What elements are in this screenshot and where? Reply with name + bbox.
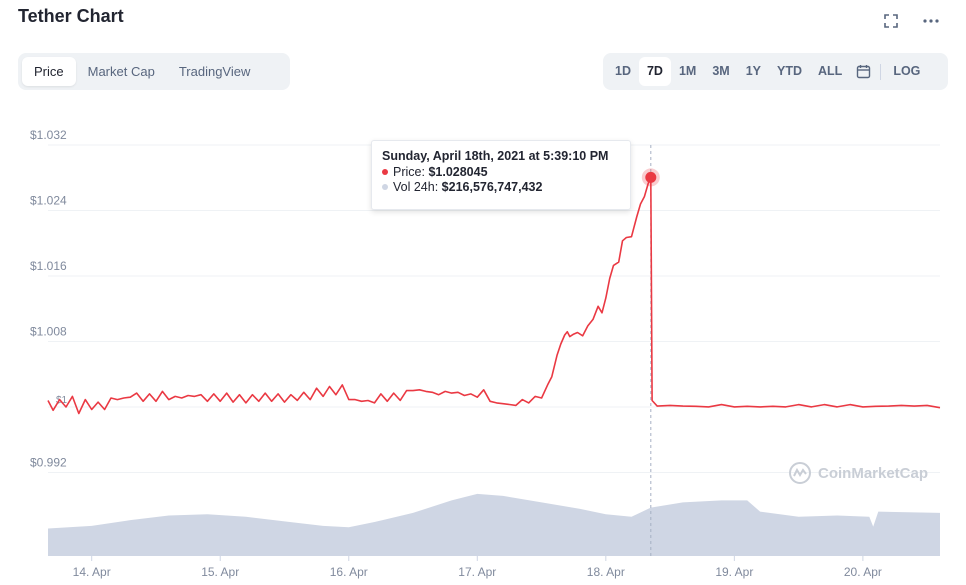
x-tick-label: 14. Apr — [73, 565, 111, 579]
x-tick-label: 19. Apr — [715, 565, 753, 579]
x-tick-label: 15. Apr — [201, 565, 239, 579]
tooltip-date: Sunday, April 18th, 2021 at 5:39:10 PM — [382, 149, 609, 163]
y-tick-label: $1.024 — [30, 194, 67, 208]
calendar-icon[interactable] — [850, 57, 876, 86]
range-3m-button[interactable]: 3M — [712, 64, 730, 78]
page-title: Tether Chart — [18, 6, 124, 26]
range-1m-button[interactable]: 1M — [678, 64, 697, 78]
x-tick-label: 17. Apr — [458, 565, 496, 579]
x-tick-label: 20. Apr — [844, 565, 882, 579]
watermark-text: CoinMarketCap — [818, 464, 929, 482]
highlight-point — [645, 171, 657, 183]
watermark: CoinMarketCap — [788, 461, 928, 485]
coinmarketcap-logo-icon — [789, 462, 811, 484]
x-tick-label: 16. Apr — [330, 565, 368, 579]
range-ytd-button[interactable]: YTD — [777, 64, 803, 78]
tooltip-volume-value: $216,576,747,432 — [441, 180, 543, 194]
volume-area — [48, 493, 940, 556]
x-tick-label: 18. Apr — [587, 565, 625, 579]
tooltip-price-value: $1.028045 — [428, 165, 488, 179]
range-1d-button[interactable]: 1D — [615, 64, 631, 78]
price-legend-dot — [382, 168, 388, 175]
one-dollar-label: $1 — [56, 395, 68, 406]
range-1y-button[interactable]: 1Y — [745, 64, 762, 78]
chart-tooltip: Sunday, April 18th, 2021 at 5:39:10 PM P… — [371, 140, 631, 210]
tab-price[interactable]: Price — [22, 57, 76, 86]
y-tick-label: $0.992 — [30, 456, 67, 470]
price-line — [47, 176, 941, 415]
tooltip-price-label: Price: — [393, 165, 425, 179]
tab-market-cap[interactable]: Market Cap — [87, 64, 155, 79]
range-7d-button[interactable]: 7D — [638, 57, 671, 86]
y-tick-label: $1.016 — [30, 259, 67, 273]
volume-legend-dot — [382, 183, 388, 190]
fullscreen-icon[interactable] — [882, 12, 900, 30]
y-tick-label: $1.008 — [30, 325, 67, 339]
tooltip-volume-label: Vol 24h: — [393, 180, 439, 194]
y-tick-label: $1.032 — [30, 128, 67, 142]
log-scale-button[interactable]: LOG — [893, 64, 921, 78]
range-all-button[interactable]: ALL — [818, 64, 843, 78]
tooltip-price-row: Price: $1.028045 — [382, 165, 620, 180]
time-range-selector: 1D 7D 1M 3M 1Y YTD ALL LOG — [603, 53, 948, 90]
header-actions — [882, 12, 940, 30]
tooltip-volume-row: Vol 24h: $216,576,747,432 — [382, 180, 620, 195]
range-divider — [880, 63, 882, 80]
more-icon[interactable] — [922, 12, 940, 30]
tab-tradingview[interactable]: TradingView — [178, 64, 251, 79]
chart-type-tabs: Price Market Cap TradingView — [18, 53, 290, 90]
